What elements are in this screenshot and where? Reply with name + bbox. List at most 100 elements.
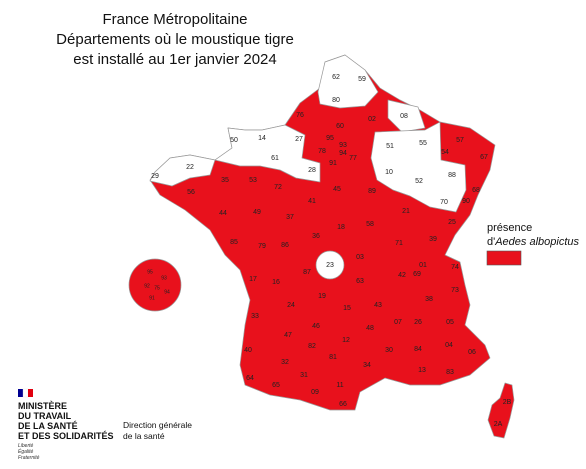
mainland (149, 54, 496, 411)
department-code: 46 (312, 323, 320, 330)
department-code: 07 (394, 319, 402, 326)
ministry-line: MINISTÈRE (18, 401, 67, 411)
department-code: 79 (258, 243, 266, 250)
department-code: 83 (446, 369, 454, 376)
department-code: 48 (366, 325, 374, 332)
department-code: 06 (468, 349, 476, 356)
department-code: 33 (251, 313, 259, 320)
title-line: Départements où le moustique tigre (56, 31, 294, 48)
inset-code: 92 (144, 283, 150, 289)
department-code: 10 (385, 169, 393, 176)
department-code: 2B (503, 399, 512, 406)
department-code: 89 (368, 188, 376, 195)
department-code: 31 (300, 372, 308, 379)
department-labels: 62 59 80 08 50 14 27 61 22 29 28 51 55 10 52 88 70 23 76 60… (144, 74, 511, 428)
inset-code: 75 (154, 285, 160, 291)
department-code: 01 (419, 262, 427, 269)
department-code: 34 (363, 362, 371, 369)
department-code: 70 (440, 199, 448, 206)
legend-species: Aedes albopictus (494, 236, 579, 248)
absent-area (149, 154, 216, 187)
department-code: 14 (258, 135, 266, 142)
department-code: 76 (296, 112, 304, 119)
department-code: 38 (425, 296, 433, 303)
absent-area (387, 99, 426, 133)
department-code: 19 (318, 293, 326, 300)
department-code: 13 (418, 367, 426, 374)
logo: MINISTÈRE DU TRAVAIL DE LA SANTÉ ET DES … (18, 388, 192, 461)
department-code: 61 (271, 155, 279, 162)
department-code: 35 (221, 177, 229, 184)
department-code: 66 (339, 401, 347, 408)
department-code: 64 (246, 375, 254, 382)
direction-line: Direction générale (123, 420, 192, 430)
department-code: 11 (336, 382, 343, 389)
flag (18, 389, 23, 397)
flag (22, 388, 29, 398)
title-line: France Métropolitaine (102, 11, 247, 28)
department-code: 77 (349, 155, 357, 162)
department-code: 54 (441, 149, 449, 156)
department-code: 17 (249, 276, 257, 283)
department-code: 2A (494, 421, 503, 428)
department-code: 32 (281, 359, 289, 366)
department-code: 39 (429, 236, 437, 243)
corsica (487, 382, 515, 439)
department-code: 93 (339, 142, 347, 149)
department-code: 63 (356, 278, 364, 285)
department-code: 53 (249, 177, 257, 184)
department-code: 42 (398, 272, 406, 279)
department-code: 28 (308, 167, 316, 174)
department-code: 82 (308, 343, 316, 350)
department-code: 60 (336, 123, 344, 130)
department-code: 74 (451, 264, 459, 271)
department-code: 47 (284, 332, 292, 339)
department-code: 73 (451, 287, 459, 294)
department-code: 40 (244, 347, 252, 354)
department-code: 95 (326, 135, 334, 142)
department-code: 23 (326, 262, 334, 269)
department-code: 87 (303, 269, 311, 276)
department-code: 15 (343, 305, 351, 312)
legend-line: d'Aedes albopictus (487, 236, 579, 248)
legend-prefix: d' (487, 236, 495, 248)
department-code: 09 (311, 389, 319, 396)
legend: présence d'Aedes albopictus (486, 222, 579, 266)
department-code: 27 (295, 136, 303, 143)
inset-code: 93 (161, 275, 167, 281)
department-code: 67 (480, 154, 488, 161)
department-code: 26 (414, 319, 422, 326)
department-code: 78 (318, 148, 326, 155)
department-code: 25 (448, 219, 456, 226)
department-code: 90 (462, 198, 470, 205)
motto-line: Fraternité (18, 455, 40, 461)
inset-code: 95 (147, 269, 153, 275)
department-code: 71 (395, 240, 403, 247)
legend-line: présence (487, 222, 532, 234)
department-code: 02 (368, 116, 376, 123)
department-code: 16 (272, 279, 280, 286)
department-code: 24 (287, 302, 295, 309)
motto-line: Liberté (18, 443, 34, 449)
inset-code: 94 (164, 289, 170, 295)
department-code: 52 (415, 178, 423, 185)
department-code: 29 (151, 173, 159, 180)
department-code: 03 (356, 254, 364, 261)
inset (128, 258, 182, 312)
department-code: 69 (413, 271, 421, 278)
absent-area (315, 250, 345, 280)
department-code: 62 (332, 74, 340, 81)
absent-area (317, 54, 379, 109)
absent-area (214, 124, 321, 183)
department-code: 37 (286, 214, 294, 221)
legend-swatch (486, 250, 522, 266)
inset-code: 91 (149, 295, 155, 301)
department-code: 57 (456, 137, 464, 144)
ministry-line: DU TRAVAIL (18, 411, 72, 421)
department-code: 08 (400, 113, 408, 120)
department-code: 80 (332, 97, 340, 104)
department-code: 18 (337, 224, 345, 231)
department-code: 58 (366, 221, 374, 228)
department-code: 65 (272, 382, 280, 389)
